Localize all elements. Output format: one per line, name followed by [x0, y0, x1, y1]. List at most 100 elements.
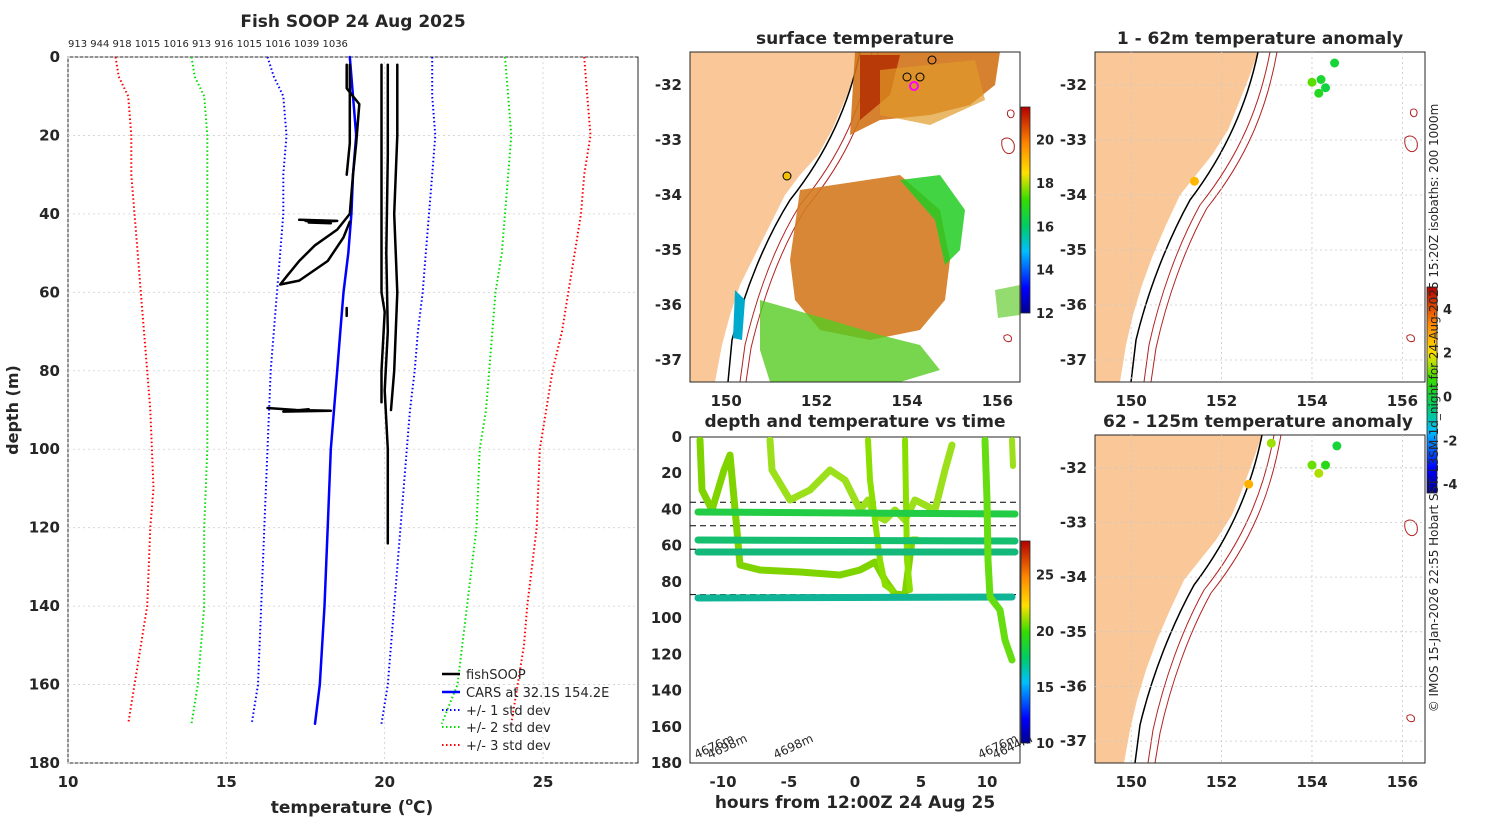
profile-series-12: [297, 218, 339, 225]
legend-label-3std: +/- 3 std dev: [466, 739, 551, 754]
a1-anomaly-point: [1330, 58, 1340, 68]
a1-ytick-label: -37: [1060, 351, 1087, 369]
time-track-surface: [1009, 437, 1016, 469]
sst-island-isobath: [1001, 137, 1015, 155]
time-ytick-label: 60: [661, 537, 682, 555]
anom1-isobath-200: [1143, 52, 1271, 382]
legend-label-2std: +/- 2 std dev: [466, 721, 551, 736]
time-tracks: [694, 437, 1019, 664]
anom2-title: 62 - 125m temperature anomaly: [1103, 412, 1413, 432]
profile-grid: [67, 56, 638, 764]
profile-ylabel: depth (m): [3, 365, 22, 455]
time-xtick-label: -5: [781, 773, 798, 791]
anom2-points: [1244, 438, 1342, 489]
sst-xtick-label: 152: [801, 392, 832, 410]
sst-green-patch-south: [760, 300, 940, 382]
time-title: depth and temperature vs time: [705, 412, 1006, 432]
profile-xtick-label: 20: [374, 773, 395, 791]
anomaly-colorbar: [1426, 286, 1438, 494]
profile-ytick-label: 120: [29, 519, 60, 537]
sst-green-patch-east: [900, 175, 965, 265]
profile-legend: fishSOOP CARS at 32.1S 154.2E +/- 1 std …: [442, 668, 609, 754]
profile-xtick-label: 10: [58, 773, 79, 791]
sst-colorbar-ticks: 12 14 16 18 20: [1036, 134, 1054, 322]
profile-series-13: [266, 406, 333, 413]
time-colorbar-tick-label: 20: [1036, 625, 1054, 640]
time-ytick-label: 120: [651, 645, 682, 663]
anomaly-colorbar-tick-label: -2: [1443, 434, 1457, 449]
sst-xtick-label: 150: [711, 392, 742, 410]
profile-series-5: [510, 56, 592, 724]
a1-anomaly-point: [1321, 83, 1331, 93]
a2-ytick-label: -36: [1060, 677, 1087, 695]
sst-station-marker: [902, 72, 912, 82]
a2-xtick-label: 156: [1387, 773, 1418, 791]
time-xtick-label: 5: [916, 773, 926, 791]
a1-anomaly-point: [1307, 77, 1317, 87]
sst-ytick-label: -37: [655, 351, 682, 369]
a1-xtick-label: 154: [1296, 392, 1327, 410]
anom1-island-isobath: [1404, 135, 1418, 153]
time-xtick-label: 10: [977, 773, 998, 791]
a2-xtick-label: 150: [1116, 773, 1147, 791]
anom2-ticks: 150 152 154 156 -32 -33 -34 -35 -36 -37: [1060, 459, 1418, 791]
a1-xtick-label: 156: [1387, 392, 1418, 410]
sst-title: surface temperature: [756, 29, 954, 49]
time-track-deep-cast: [981, 437, 1016, 664]
profile-ytick-label: 60: [39, 283, 60, 301]
anom2-isobath-1000: [1154, 435, 1282, 763]
a1-anomaly-point: [1314, 88, 1324, 98]
sst-land: [690, 52, 860, 382]
a2-anomaly-point: [1266, 438, 1276, 448]
profile-ytick-label: 100: [29, 440, 60, 458]
time-ytick-label: 100: [651, 609, 682, 627]
time-colorbar: [1020, 540, 1031, 744]
a1-xtick-label: 152: [1206, 392, 1237, 410]
a2-anomaly-point: [1321, 460, 1331, 470]
profile-series-8: [345, 63, 352, 176]
a2-ytick-label: -35: [1060, 623, 1087, 641]
profile-xtick-label: 15: [216, 773, 237, 791]
time-xtick-label: 0: [850, 773, 860, 791]
anom1-points: [1189, 58, 1340, 186]
anom1-map-content: [1095, 52, 1418, 382]
sst-map-content: [690, 52, 1020, 382]
profile-top-labels: 913 944 918 1015 1016 913 916 1015 1016 …: [68, 39, 348, 50]
sst-ytick-label: -34: [655, 186, 682, 204]
a1-anomaly-point: [1316, 75, 1326, 84]
profile-ytick-label: 140: [29, 597, 60, 615]
anom1-isobath-1000: [1150, 52, 1278, 382]
a1-xtick-label: 150: [1116, 392, 1147, 410]
sst-colorbar-tick-label: 14: [1036, 264, 1054, 279]
sst-cool-coastal: [733, 290, 745, 340]
anom2-panel: 150 152 154 156 -32 -33 -34 -35 -36 -37 62 - 125m…: [1060, 286, 1457, 791]
a1-anomaly-point: [1189, 176, 1199, 186]
time-track-40m: [694, 508, 1019, 518]
a2-ytick-label: -33: [1060, 513, 1087, 531]
profile-series-11: [389, 63, 399, 412]
a2-anomaly-point: [1314, 468, 1324, 478]
anom2-axes-box: [1094, 434, 1426, 764]
side-caption: © IMOS 15-Jan-2026 22:55 Hobart SST: L3S…: [1427, 104, 1441, 713]
time-ytick-label: 80: [661, 573, 682, 591]
profile-ytick-label: 180: [29, 754, 60, 772]
profile-title: Fish SOOP 24 Aug 2025: [240, 12, 465, 32]
anom2-island-isobath: [1404, 519, 1418, 537]
time-ytick-label: 40: [661, 500, 682, 518]
sst-ytick-label: -36: [655, 296, 682, 314]
anomaly-colorbar-ticks: -4 -2 0 2 4: [1443, 303, 1457, 493]
a2-xtick-label: 152: [1206, 773, 1237, 791]
sst-colorbar-tick-label: 20: [1036, 134, 1054, 149]
anomaly-colorbar-tick-label: 0: [1443, 391, 1452, 406]
a2-ytick-label: -37: [1060, 732, 1087, 750]
profile-ytick-label: 80: [39, 362, 60, 380]
a1-ytick-label: -32: [1060, 76, 1087, 94]
anom2-isobath-200: [1147, 435, 1275, 763]
sst-colorbar-tick-label: 12: [1036, 307, 1054, 322]
anom1-grid: [1095, 52, 1425, 382]
sst-axes-box: [689, 51, 1021, 383]
time-track-cast: [902, 437, 913, 593]
profile-series-10: [383, 63, 390, 545]
anom1-coastline: [1130, 52, 1259, 382]
